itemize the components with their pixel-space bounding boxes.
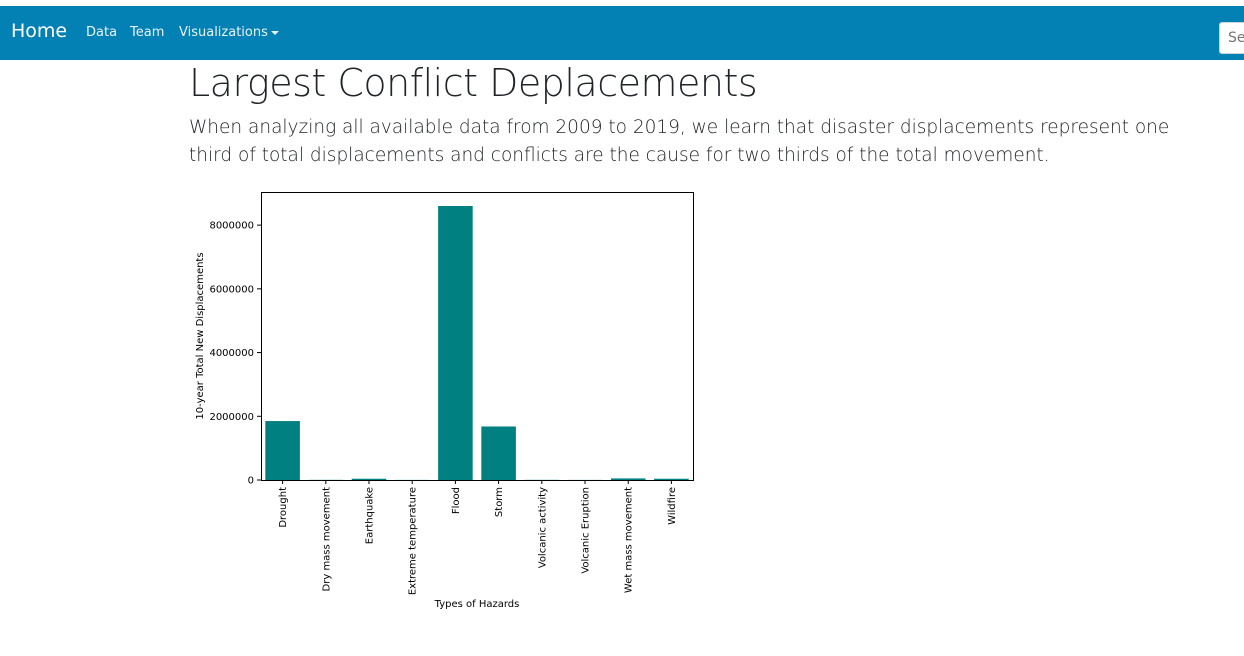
bar-wildfire xyxy=(654,478,689,480)
x-tick-label: Dry mass movement xyxy=(321,487,332,592)
x-axis-label: Types of Hazards xyxy=(434,599,520,610)
bar-earthquake xyxy=(351,478,387,480)
bar-flood xyxy=(438,206,473,480)
x-tick-label: Wildfire xyxy=(667,487,678,525)
nav-team-link[interactable]: Team xyxy=(130,25,165,40)
y-tick-label: 6000000 xyxy=(209,284,254,295)
x-tick-label: Volcanic activity xyxy=(537,487,548,568)
x-tick-label: Wet mass movement xyxy=(624,487,635,593)
bar-storm xyxy=(481,426,516,480)
top-strip xyxy=(0,0,1244,6)
x-tick-label: Volcanic Eruption xyxy=(581,487,592,574)
x-tick-label: Storm xyxy=(494,487,505,517)
x-tick-label: Flood xyxy=(451,487,462,514)
x-tick-label: Extreme temperature xyxy=(408,487,419,595)
page-title: Largest Conflict Deplacements xyxy=(189,61,758,105)
nav-visualizations-label: Visualizations xyxy=(179,25,268,40)
y-tick-label: 8000000 xyxy=(209,221,254,232)
chevron-down-icon xyxy=(270,30,279,35)
y-tick-label: 2000000 xyxy=(209,412,254,423)
y-axis-label: 10-year Total New Displacements xyxy=(195,252,206,419)
x-tick-label: Drought xyxy=(278,487,289,528)
plot-frame xyxy=(261,192,694,481)
y-tick-label: 0 xyxy=(248,476,254,487)
x-tick-label: Earthquake xyxy=(365,487,376,544)
page-description: When analyzing all available data from 2… xyxy=(189,117,1170,166)
y-tick-label: 4000000 xyxy=(209,348,254,359)
nav-data-link[interactable]: Data xyxy=(86,25,118,40)
bar-wet-mass-movement xyxy=(610,478,646,480)
search-input[interactable] xyxy=(1219,22,1244,54)
navbar: Home Data Team Visualizations xyxy=(0,6,1244,60)
nav-visualizations-dropdown[interactable]: Visualizations xyxy=(179,25,279,40)
home-link[interactable]: Home xyxy=(11,20,68,42)
bar-drought xyxy=(265,421,300,480)
